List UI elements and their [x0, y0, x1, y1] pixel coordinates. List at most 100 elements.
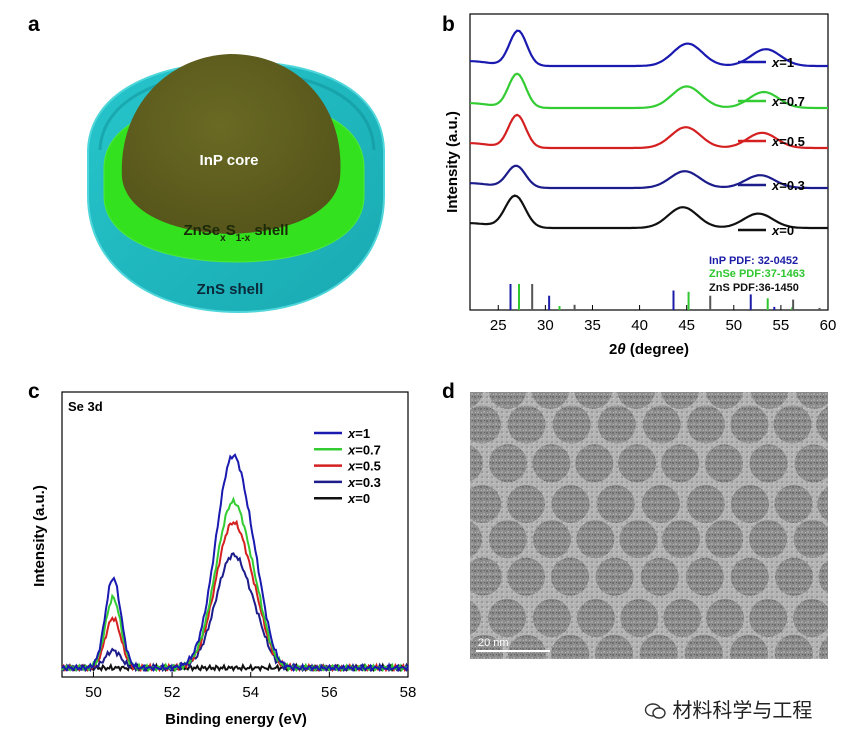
nanoparticle: [661, 392, 699, 409]
legend-label: x=0.7: [771, 94, 805, 109]
panel-c-title: Se 3d: [68, 399, 103, 414]
nanoparticle: [552, 405, 591, 444]
nanoparticle: [640, 557, 679, 596]
nanoparticle: [470, 634, 504, 659]
nanoparticle: [574, 392, 613, 409]
nanoparticle: [706, 598, 745, 637]
legend-label: x=0.3: [347, 475, 381, 490]
legend-label: x=0.7: [347, 442, 381, 457]
panel-d: d 20 nm: [442, 380, 828, 659]
xtick-label: 55: [773, 317, 790, 334]
panel-c-label: c: [28, 380, 40, 403]
nanoparticle: [730, 484, 769, 523]
nanoparticle: [551, 484, 590, 523]
nanoparticle: [488, 520, 527, 559]
xtick-label: 50: [725, 317, 742, 334]
nanoparticle: [817, 486, 828, 522]
nanoparticle: [642, 405, 681, 444]
nanoparticle: [729, 634, 768, 659]
nanoparticle: [576, 520, 615, 559]
legend-label: x=0: [771, 223, 794, 238]
nanoparticle: [470, 485, 502, 523]
nanoparticle: [551, 557, 590, 596]
nanoparticle: [705, 392, 744, 409]
xps-curve: [61, 453, 409, 673]
tem-nanoparticles: [470, 392, 828, 659]
nanoparticle: [596, 484, 635, 523]
nanoparticle: [551, 634, 590, 659]
nanoparticle: [507, 484, 546, 523]
nanoparticle: [488, 444, 527, 483]
scale-bar-label: 20 nm: [478, 637, 509, 649]
xtick-label: 45: [678, 317, 695, 334]
legend-label: x=0: [347, 491, 370, 506]
nanoparticle: [488, 392, 527, 409]
nanoparticle: [661, 444, 700, 483]
znses-shell-label: ZnSexS1-x shell: [183, 222, 288, 244]
nanoparticle: [749, 598, 788, 637]
inp-core: [121, 54, 341, 234]
nanoparticle: [597, 405, 636, 444]
nanoparticle: [618, 444, 657, 483]
nanoparticle: [576, 598, 615, 637]
panel-b-frame: [469, 13, 829, 311]
xrd-curve: [470, 113, 828, 150]
panel-b-legend: x=1 x=0.7 x=0.5 x=0.3 x=0: [738, 55, 805, 238]
nanoparticle: [531, 392, 570, 409]
nanoparticle: [705, 520, 744, 559]
panel-c-xlabel: Binding energy (eV): [165, 711, 307, 728]
nanoparticle: [662, 520, 701, 559]
nanoparticle: [470, 405, 502, 444]
legend-label: x=1: [771, 55, 794, 70]
zns-shell-label: ZnS shell: [197, 281, 264, 298]
watermark-text: 材料科学与工程: [672, 698, 813, 722]
nanoparticle: [686, 405, 725, 444]
xtick-label: 56: [321, 684, 338, 701]
nanoparticle: [488, 598, 527, 637]
nanoparticle: [595, 557, 634, 596]
nanoparticle: [507, 405, 546, 444]
nanoparticle: [774, 634, 813, 659]
panel-b: b Intensity (a.u.) 2θ (degree) 25 30 35 40 4…: [442, 13, 836, 358]
nanoparticle: [818, 560, 828, 594]
panel-b-reference-sticks: [509, 284, 821, 310]
nanoparticle: [730, 405, 769, 444]
ref-inp-label: InP PDF: 32-0452: [709, 255, 798, 267]
nanoparticle: [575, 444, 614, 483]
xrd-curve: [470, 72, 828, 110]
nanoparticle: [507, 634, 546, 659]
nanoparticle: [507, 557, 546, 596]
legend-label: x=0.5: [771, 134, 805, 149]
nanoparticle: [685, 557, 724, 596]
xtick-label: 52: [164, 684, 181, 701]
panel-c-frame: [61, 391, 409, 678]
legend-label: x=1: [347, 426, 370, 441]
nanoparticle: [639, 634, 678, 659]
panel-c-curves: [61, 453, 409, 673]
legend-label: x=0.5: [347, 459, 381, 474]
xtick-label: 35: [584, 317, 601, 334]
nanoparticle: [749, 520, 788, 559]
nanoparticle: [774, 557, 813, 596]
xtick-label: 60: [820, 317, 837, 334]
panel-d-label: d: [442, 380, 455, 403]
panel-c: c Se 3d Intensity (a.u.) Binding energy …: [28, 380, 416, 728]
nanoparticle: [793, 519, 828, 558]
nanoparticle: [532, 520, 571, 559]
panel-a-label: a: [28, 13, 40, 36]
xps-curve: [61, 552, 409, 673]
panel-b-curves: [470, 29, 828, 230]
xtick-label: 25: [490, 317, 507, 334]
nanoparticle: [749, 444, 788, 483]
nanoparticle: [620, 598, 659, 637]
panel-b-ylabel: Intensity (a.u.): [444, 111, 461, 213]
nanoparticle: [793, 598, 828, 637]
wechat-icon: [644, 701, 666, 719]
panel-c-legend: x=1x=0.7 x=0.5x=0.3x=0: [314, 426, 381, 506]
nanoparticle: [686, 484, 725, 523]
nanoparticle: [470, 445, 483, 482]
legend-label: x=0.3: [771, 178, 805, 193]
nanoparticle: [532, 444, 571, 483]
xrd-curve: [470, 164, 828, 190]
